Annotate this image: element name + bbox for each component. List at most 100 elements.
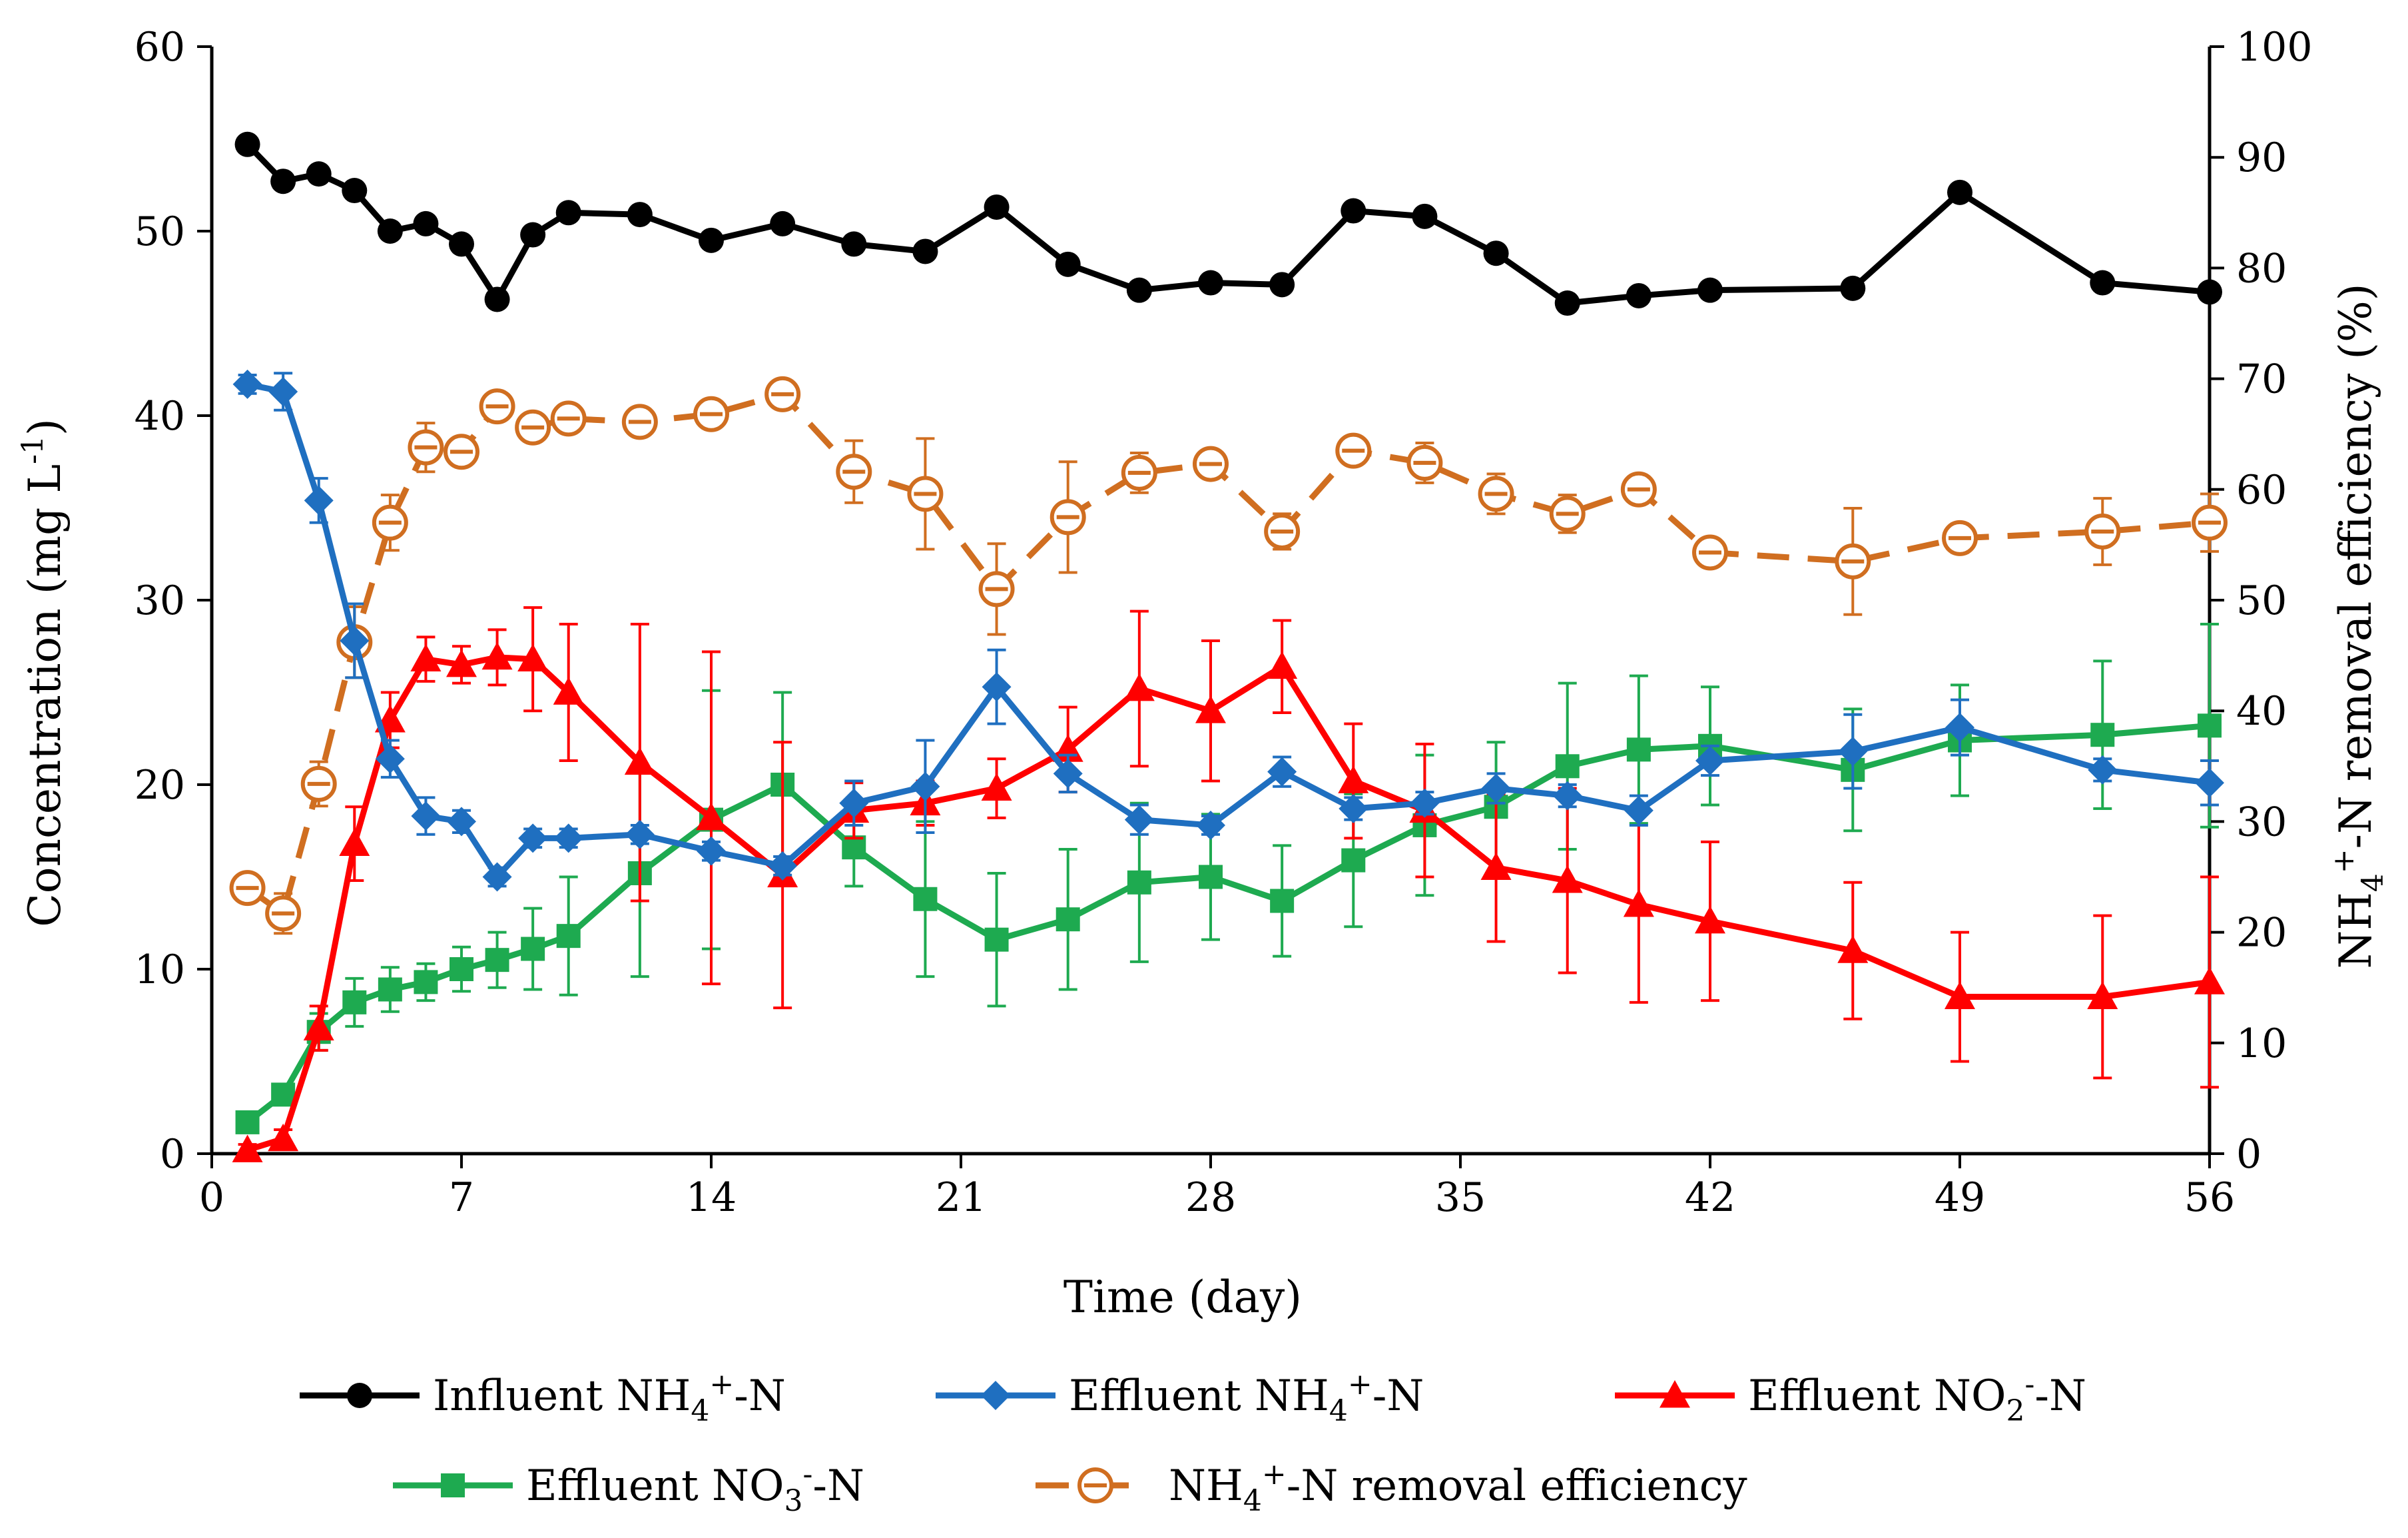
data-point (1123, 673, 1155, 701)
x-tick-label: 35 (1435, 1174, 1486, 1221)
data-point (410, 643, 442, 672)
y-left-tick-label: 60 (135, 24, 185, 71)
y-left-tick-label: 0 (160, 1131, 185, 1178)
legend-label: NH4+-N removal efficiency (1169, 1457, 1747, 1518)
data-point (699, 227, 724, 253)
data-point (768, 851, 798, 881)
data-point (2087, 981, 2118, 1009)
x-tick-label: 7 (449, 1174, 474, 1221)
legend-item: Effluent NO3--N (393, 1457, 864, 1518)
y-right-tick-label: 50 (2236, 577, 2287, 624)
legend-marker (981, 1381, 1010, 1410)
data-point (2195, 768, 2224, 798)
data-point (1555, 754, 1580, 779)
legend-marker (1659, 1380, 1690, 1408)
data-point (414, 970, 438, 994)
data-point (342, 990, 367, 1014)
data-point (304, 486, 334, 516)
data-point (518, 823, 548, 853)
data-point (1480, 852, 1512, 881)
data-point (1695, 745, 1725, 775)
data-point (2090, 270, 2116, 296)
data-point (342, 178, 368, 204)
data-point (520, 222, 546, 248)
data-point (839, 788, 869, 818)
data-point (1552, 781, 1582, 811)
data-point (2194, 966, 2225, 994)
y-left-tick-label: 40 (135, 393, 185, 440)
data-point (481, 641, 513, 670)
data-point (1341, 198, 1366, 224)
data-point (625, 819, 655, 849)
y-right-tick-label: 40 (2236, 688, 2287, 735)
y-left-tick-label: 50 (135, 208, 185, 255)
data-point (447, 807, 476, 837)
data-point (482, 862, 512, 892)
data-point (378, 977, 402, 1002)
data-point (2197, 279, 2222, 305)
data-point (553, 677, 584, 705)
data-point (375, 744, 405, 774)
tick-labels: 0 7 14 21 28 35 42 49 56010203040506001020304050… (135, 24, 2313, 1221)
legend-label: Effluent NO2--N (1748, 1367, 2086, 1428)
data-point (1483, 240, 1509, 266)
data-point (1196, 810, 1225, 840)
data-point (1554, 290, 1580, 316)
y-right-tick-label: 90 (2236, 135, 2287, 181)
legend-label: Effluent NH4+-N (1069, 1367, 1424, 1428)
series-line (245, 722, 2210, 1125)
data-point (1270, 889, 1295, 913)
y-right-tick-label: 70 (2236, 356, 2287, 403)
data-point (2090, 723, 2115, 747)
data-point (234, 131, 260, 157)
data-point (555, 200, 581, 226)
data-point (913, 887, 938, 911)
x-tick-label: 49 (1935, 1174, 1985, 1221)
data-point (1127, 870, 1151, 895)
data-point (521, 937, 545, 961)
data-point (1269, 272, 1295, 298)
series-4 (229, 376, 2228, 935)
data-point (697, 836, 726, 866)
data-point (2198, 713, 2222, 738)
legend: Influent NH4+-N Effluent NH4+-N Effluent N… (300, 1367, 2086, 1518)
series-line (246, 381, 2210, 880)
data-point (377, 218, 403, 244)
x-tick-label: 21 (936, 1174, 986, 1221)
data-point (411, 801, 441, 831)
data-point (1267, 757, 1297, 787)
y-right-tick-label: 0 (2236, 1131, 2261, 1178)
data-point (450, 957, 473, 981)
data-point (1195, 695, 1226, 723)
axes (197, 45, 2224, 1168)
data-point (1481, 773, 1511, 803)
data-point (1623, 889, 1654, 917)
x-tick-label: 56 (2184, 1174, 2235, 1221)
x-tick-label: 42 (1685, 1174, 1735, 1221)
series-2 (232, 606, 2225, 1162)
data-point (627, 202, 653, 228)
data-point (1412, 203, 1438, 229)
data-point (268, 376, 298, 406)
data-point (553, 823, 583, 853)
data-point (1947, 179, 1972, 205)
data-point (1626, 737, 1651, 762)
data-point (770, 210, 796, 236)
data-point (271, 1082, 296, 1107)
data-point (696, 802, 727, 831)
legend-item: Effluent NO2--N (1615, 1367, 2086, 1428)
legend-item: Effluent NH4+-N (936, 1367, 1424, 1428)
y-left-tick-label: 10 (135, 947, 185, 993)
data-point (1338, 765, 1369, 793)
data-point (984, 194, 1010, 220)
legend-item: Influent NH4+-N (300, 1367, 786, 1428)
data-point (1339, 794, 1368, 824)
data-point (1055, 907, 1080, 932)
data-point (1199, 865, 1223, 889)
y-axis-left-title: Concentration (mg L-1) (16, 418, 71, 927)
data-point (270, 169, 296, 194)
data-point (484, 286, 510, 312)
data-point (912, 238, 938, 264)
data-point (1053, 759, 1083, 789)
data-point (1626, 282, 1652, 308)
